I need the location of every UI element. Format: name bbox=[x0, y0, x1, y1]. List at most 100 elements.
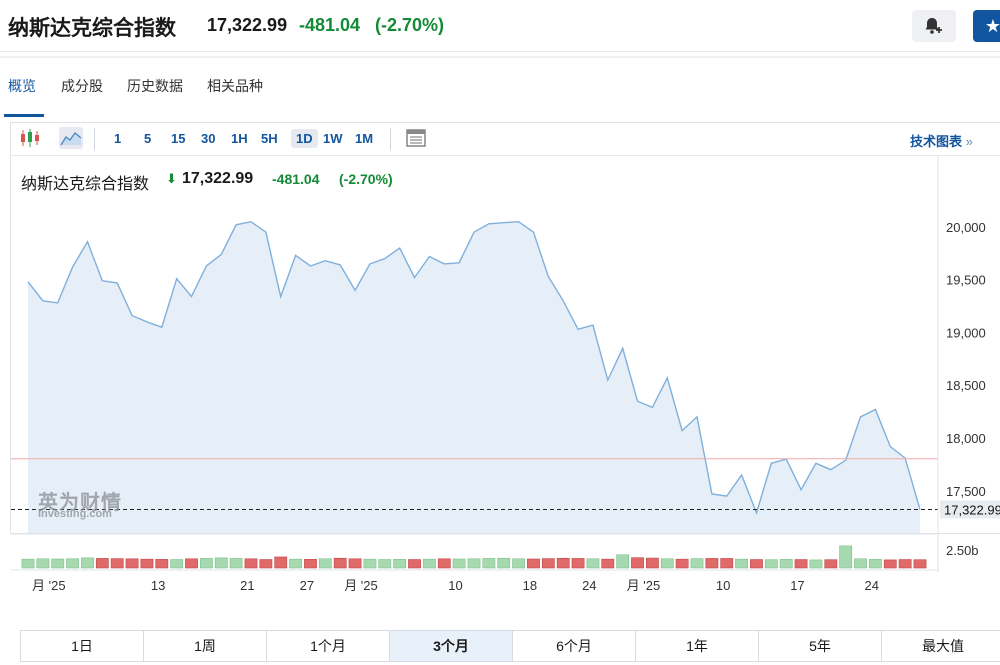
range-1y[interactable]: 1年 bbox=[636, 631, 759, 661]
volume-bar bbox=[631, 557, 644, 569]
price-line bbox=[27, 220, 921, 516]
volume-bar bbox=[66, 558, 79, 569]
interval-1h[interactable]: 1H bbox=[231, 131, 248, 146]
star-icon: ★ bbox=[984, 15, 1000, 36]
add-alert-button[interactable] bbox=[912, 10, 956, 42]
volume-bar bbox=[913, 559, 927, 569]
volume-bar bbox=[541, 558, 555, 569]
range-3m[interactable]: 3个月 bbox=[390, 631, 513, 661]
x-tick-label: 13 bbox=[151, 578, 165, 593]
x-tick-label: 24 bbox=[865, 578, 879, 593]
watermark-cn: 英为财情 bbox=[38, 492, 122, 514]
tab-related[interactable]: 相关品种 bbox=[207, 78, 263, 94]
add-watchlist-button[interactable]: ★ bbox=[973, 10, 1000, 42]
area-chart-button[interactable] bbox=[59, 127, 83, 149]
volume-bar bbox=[393, 559, 407, 569]
volume-bar bbox=[95, 558, 109, 569]
volume-bar bbox=[764, 559, 778, 569]
interval-5h[interactable]: 5H bbox=[261, 131, 278, 146]
volume-bar bbox=[36, 558, 50, 569]
volume-bar bbox=[423, 558, 436, 569]
range-1w[interactable]: 1周 bbox=[144, 631, 267, 661]
range-selector: 1日 1周 1个月 3个月 6个月 1年 5年 最大值 bbox=[20, 630, 1000, 662]
watermark-en: Investing.com bbox=[38, 508, 112, 520]
x-tick-label: 21 bbox=[240, 578, 254, 593]
legend-instrument-name: 纳斯达克综合指数 bbox=[21, 176, 150, 193]
technical-chart-link[interactable]: 技术图表 » bbox=[910, 131, 973, 150]
volume-bar bbox=[646, 557, 659, 569]
candlestick-icon bbox=[21, 129, 39, 147]
active-tab-underline bbox=[4, 114, 44, 117]
volume-bar bbox=[779, 559, 793, 569]
y-tick-label: 18,000 bbox=[946, 431, 986, 446]
toolbar-divider bbox=[390, 128, 391, 150]
range-1m[interactable]: 1个月 bbox=[267, 631, 390, 661]
volume-axis-label: 2.50b bbox=[946, 543, 979, 558]
volume-bar bbox=[467, 558, 481, 569]
tab-historical-data[interactable]: 历史数据 bbox=[127, 78, 183, 94]
header-divider bbox=[0, 56, 1000, 58]
volume-bar bbox=[660, 558, 674, 569]
volume-bar bbox=[571, 558, 585, 569]
current-price-badge bbox=[940, 500, 1000, 519]
volume-bar bbox=[556, 557, 570, 569]
volume-bar bbox=[675, 558, 689, 569]
legend-change-percent: (-2.70%) bbox=[339, 171, 393, 187]
volume-bar bbox=[705, 558, 719, 569]
interval-1w[interactable]: 1W bbox=[323, 131, 343, 146]
quote-header: 纳斯达克综合指数 17,322.99 -481.04 (-2.70%) ★ bbox=[0, 0, 1000, 52]
interval-1d[interactable]: 1D bbox=[291, 129, 318, 148]
header-price: 17,322.99 bbox=[207, 15, 288, 35]
volume-bar bbox=[690, 558, 704, 569]
volume-bar bbox=[110, 558, 124, 569]
volume-bar bbox=[274, 556, 288, 569]
range-max[interactable]: 最大值 bbox=[882, 631, 1000, 661]
volume-bar bbox=[140, 558, 154, 569]
range-6m[interactable]: 6个月 bbox=[513, 631, 636, 661]
volume-bar bbox=[81, 557, 94, 569]
volume-bar bbox=[452, 558, 466, 569]
volume-bar bbox=[363, 558, 377, 569]
double-chevron-right-icon: » bbox=[965, 134, 973, 149]
header-change: -481.04 bbox=[299, 15, 361, 35]
toolbar-divider bbox=[94, 128, 95, 150]
volume-bar bbox=[794, 559, 808, 569]
volume-bar bbox=[214, 557, 228, 569]
y-tick-label: 20,000 bbox=[946, 220, 986, 235]
volume-bar bbox=[824, 559, 838, 569]
down-arrow-icon: ⬇ bbox=[166, 171, 177, 186]
interval-30[interactable]: 30 bbox=[201, 131, 216, 146]
y-tick-label: 17,500 bbox=[946, 484, 986, 499]
interval-1[interactable]: 1 bbox=[114, 131, 122, 146]
x-tick-label: 18 bbox=[523, 578, 537, 593]
candlestick-chart-button[interactable] bbox=[18, 127, 42, 149]
price-chart[interactable]: 20,000 19,500 19,000 18,500 18,000 17,500 17,3… bbox=[0, 0, 1000, 600]
x-tick-label: 月 '25 bbox=[344, 578, 378, 593]
instrument-title: 纳斯达克综合指数 bbox=[8, 17, 176, 40]
volume-bar bbox=[869, 559, 882, 569]
range-1d[interactable]: 1日 bbox=[21, 631, 144, 661]
volume-bar bbox=[244, 558, 258, 569]
interval-1m[interactable]: 1M bbox=[355, 131, 374, 146]
volume-bar bbox=[200, 558, 213, 569]
interval-5[interactable]: 5 bbox=[144, 131, 152, 146]
tab-overview[interactable]: 概览 bbox=[8, 78, 36, 94]
range-5y[interactable]: 5年 bbox=[759, 631, 882, 661]
volume-bar bbox=[51, 558, 65, 569]
x-tick-label: 27 bbox=[300, 578, 314, 593]
volume-bar bbox=[601, 558, 615, 569]
volume-bar bbox=[229, 558, 243, 569]
x-tick-label: 月 '25 bbox=[32, 578, 66, 593]
interval-15[interactable]: 15 bbox=[171, 131, 186, 146]
volume-bar bbox=[125, 558, 139, 569]
volume-bar bbox=[497, 557, 511, 569]
table-icon bbox=[406, 129, 426, 147]
tab-components[interactable]: 成分股 bbox=[61, 78, 103, 94]
indicators-button[interactable] bbox=[404, 127, 428, 149]
volume-bar bbox=[482, 558, 496, 569]
bell-plus-icon bbox=[925, 18, 942, 34]
volume-bar bbox=[333, 557, 347, 569]
technical-chart-label: 技术图表 bbox=[910, 134, 963, 149]
y-tick-label: 18,500 bbox=[946, 378, 986, 393]
volume-bar bbox=[854, 558, 867, 569]
